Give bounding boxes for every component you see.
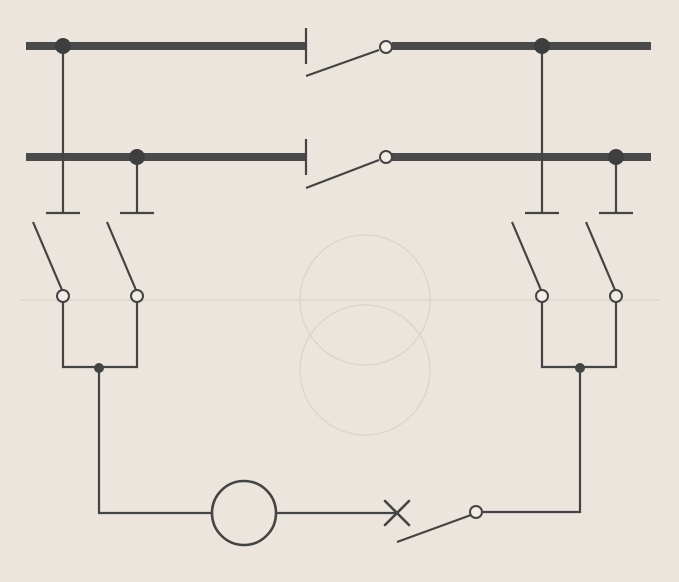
junction-dot [608,149,624,165]
upper-bus-coupler-switch [304,28,393,78]
lower-bus-coupler-switch [304,139,393,190]
right-disconnector-2 [584,211,633,303]
right-feeder-wire [482,368,582,514]
junction-dot [55,38,71,54]
right-bay-collector [540,302,618,369]
junction-dot [94,363,104,373]
left-disconnector-2 [105,211,154,303]
junction-dot [534,38,550,54]
junction-dot [129,149,145,165]
background-ghost [20,234,660,436]
meter-circle [210,479,278,547]
breaker-x [383,499,411,527]
left-feeder-wire [97,368,211,515]
left-disconnector-1 [31,211,80,303]
line-disconnector [396,505,483,544]
right-disconnector-1 [510,211,559,303]
left-bay-collector [61,302,139,369]
junction-dot [575,363,585,373]
